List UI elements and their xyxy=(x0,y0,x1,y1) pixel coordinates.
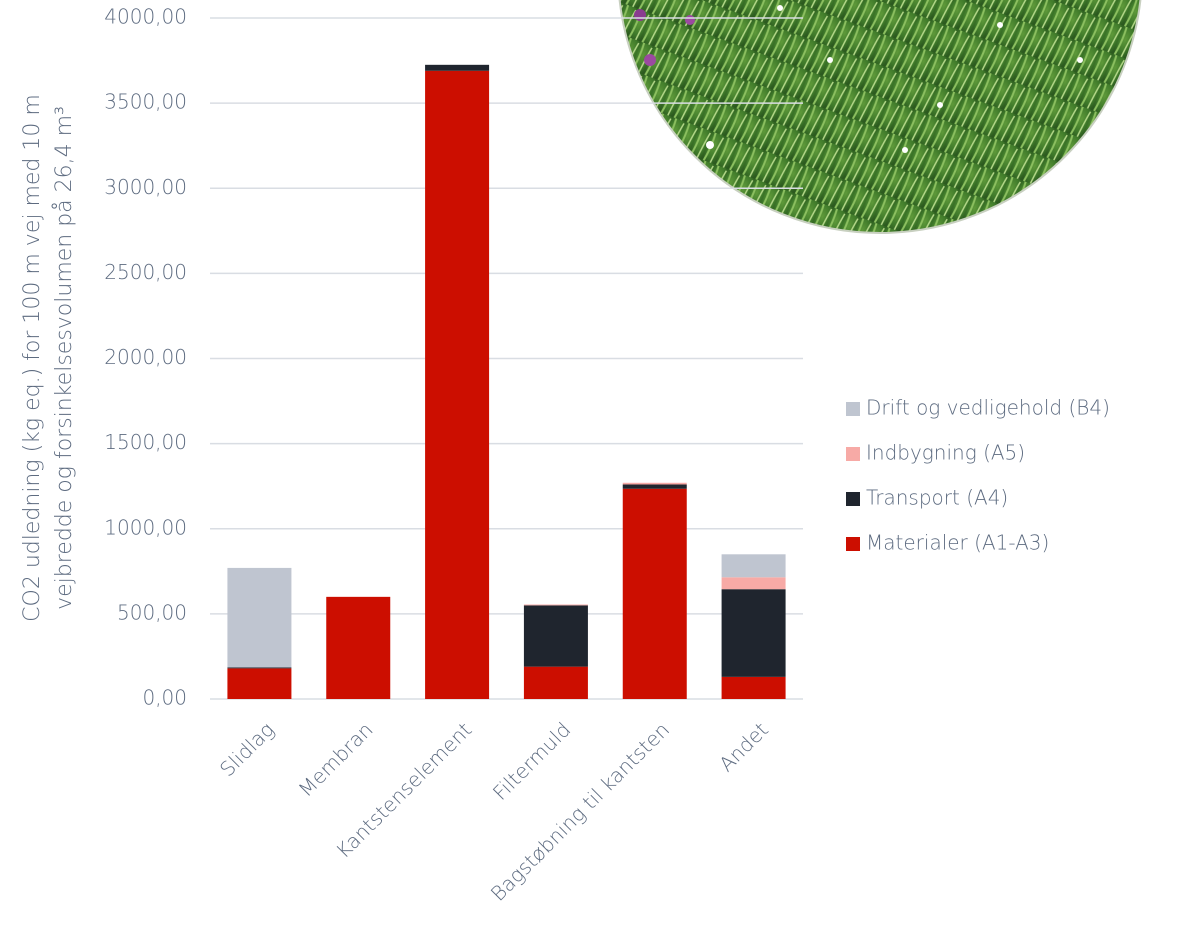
bar-segment xyxy=(622,482,687,485)
y-tick-label: 1000,00 xyxy=(104,515,187,539)
bar-segment xyxy=(425,70,490,700)
bar-segment xyxy=(721,676,786,699)
legend-swatch xyxy=(846,537,860,551)
bar-segment xyxy=(227,567,292,668)
x-tick-label: Andet xyxy=(714,717,773,776)
bar-segment xyxy=(425,64,490,71)
y-tick-label: 1500,00 xyxy=(104,430,187,454)
legend-label: Materialer (A1-A3) xyxy=(866,531,1049,555)
y-tick-label: 4000,00 xyxy=(104,5,187,29)
legend-swatch xyxy=(846,492,860,506)
legend-label: Drift og vedligehold (B4) xyxy=(866,396,1110,420)
bar-segment xyxy=(721,589,786,677)
bar-segment xyxy=(326,596,391,699)
y-tick-label: 0,00 xyxy=(142,686,187,710)
legend-label: Transport (A4) xyxy=(866,486,1008,510)
x-tick-label: Bagstøbning til kantsten xyxy=(486,717,674,905)
bar-segment xyxy=(523,604,588,606)
y-tick-label: 3000,00 xyxy=(104,175,187,199)
y-tick-label: 500,00 xyxy=(117,600,187,624)
x-tick-label: Slidlag xyxy=(215,717,279,781)
legend-label: Indbygning (A5) xyxy=(866,441,1025,465)
bar-segment xyxy=(227,667,292,669)
y-tick-label: 2000,00 xyxy=(104,345,187,369)
bar-segment xyxy=(523,666,588,699)
bar-segment xyxy=(622,488,687,699)
bar-segment xyxy=(523,605,588,667)
bar-segment xyxy=(721,577,786,590)
grass-photo xyxy=(618,0,1142,234)
flowers xyxy=(634,5,1083,153)
x-tick-label: Filtermuld xyxy=(488,717,575,804)
bar-segment xyxy=(227,668,292,699)
y-axis-label: vejbredde og forsinkelsesvolumen på 26,4… xyxy=(52,106,77,610)
bar-segment xyxy=(622,484,687,489)
y-tick-label: 2500,00 xyxy=(104,260,187,284)
legend-swatch xyxy=(846,402,860,416)
bar-segment xyxy=(721,554,786,578)
y-tick-label: 3500,00 xyxy=(104,90,187,114)
y-axis-label: CO2 udledning (kg eq.) for 100 m vej med… xyxy=(20,94,77,622)
legend-swatch xyxy=(846,447,860,461)
x-tick-label: Membran xyxy=(294,717,378,801)
y-axis-label: CO2 udledning (kg eq.) for 100 m vej med… xyxy=(20,94,45,622)
